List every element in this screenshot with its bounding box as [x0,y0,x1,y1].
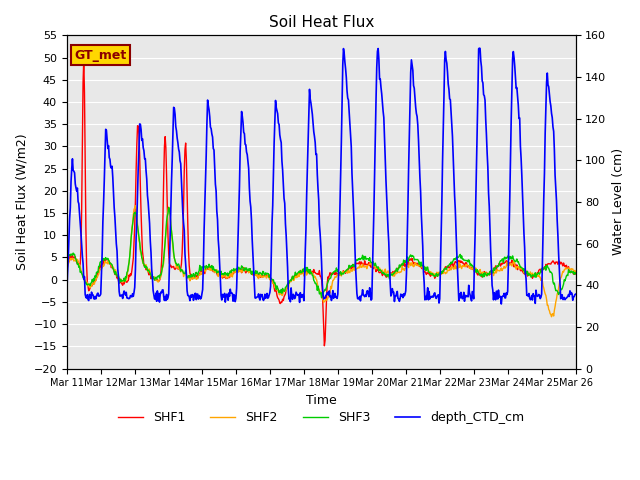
SHF3 [63,259,70,265]
Text: GT_met: GT_met [74,48,127,61]
SHF3 [125,263,132,269]
depth_CTD_cm [63,292,70,298]
Legend: SHF1, SHF2, SHF3, depth_CTD_cm: SHF1, SHF2, SHF3, depth_CTD_cm [113,406,529,429]
depth_CTD_cm [176,158,184,164]
SHF2 [177,269,184,275]
SHF3 [384,271,392,277]
SHF1 [72,258,80,264]
SHF1 [125,272,133,278]
SHF3 [165,204,173,210]
Title: Soil Heat Flux: Soil Heat Flux [269,15,374,30]
depth_CTD_cm [203,121,211,127]
SHF1 [321,343,328,348]
SHF1 [384,273,392,278]
depth_CTD_cm [497,301,505,307]
SHF3 [572,271,579,276]
SHF2 [398,263,406,269]
X-axis label: Time: Time [306,394,337,407]
SHF2 [132,203,140,208]
Line: SHF1: SHF1 [67,60,575,346]
SHF1 [80,57,88,63]
SHF2 [548,314,556,320]
SHF1 [63,263,70,269]
depth_CTD_cm [125,296,132,301]
depth_CTD_cm [572,291,579,297]
Line: SHF3: SHF3 [67,207,575,298]
SHF3 [399,262,407,268]
SHF3 [72,256,80,262]
depth_CTD_cm [397,293,405,299]
depth_CTD_cm [383,192,390,198]
SHF1 [399,263,407,268]
SHF3 [204,265,211,271]
SHF3 [317,295,325,300]
SHF2 [125,267,132,273]
SHF1 [572,271,579,277]
SHF2 [383,269,391,275]
depth_CTD_cm [72,185,80,191]
Line: SHF2: SHF2 [67,205,575,317]
depth_CTD_cm [476,45,483,51]
SHF2 [572,269,579,275]
SHF1 [204,266,211,272]
SHF3 [177,268,184,274]
SHF2 [63,266,70,272]
SHF2 [72,257,80,263]
Y-axis label: Soil Heat Flux (W/m2): Soil Heat Flux (W/m2) [15,133,28,270]
SHF1 [177,266,184,272]
Y-axis label: Water Level (cm): Water Level (cm) [612,148,625,255]
SHF2 [204,264,211,270]
Line: depth_CTD_cm: depth_CTD_cm [67,48,575,304]
